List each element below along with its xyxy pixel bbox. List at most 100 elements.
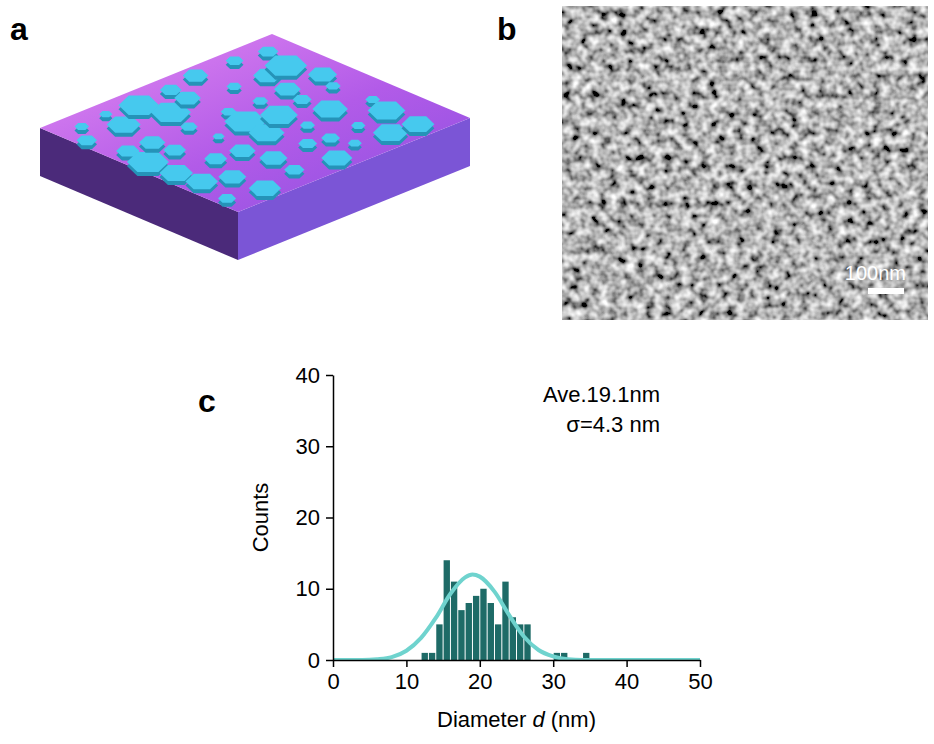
bar: [488, 603, 494, 660]
tick: 10: [296, 576, 333, 601]
island: [274, 83, 301, 96]
island: [312, 101, 347, 118]
island: [163, 145, 186, 156]
y-axis-title: Counts: [248, 483, 273, 553]
tick: 20: [296, 505, 333, 530]
sem-image: [562, 6, 928, 320]
island: [298, 139, 317, 148]
tick-mark: [553, 660, 555, 667]
island: [160, 165, 193, 181]
tick-mark: [326, 660, 333, 662]
island: [139, 136, 165, 149]
tick-label: 0: [327, 669, 339, 694]
tick-mark: [480, 660, 482, 667]
panel-label: c: [198, 383, 216, 419]
island: [212, 133, 224, 139]
island: [227, 83, 242, 90]
island: [373, 124, 408, 141]
panel-label: a: [10, 11, 28, 47]
island: [99, 111, 112, 117]
bar: [429, 653, 435, 660]
tick: 30: [541, 660, 565, 694]
tick-mark: [326, 375, 333, 377]
bar: [473, 596, 479, 660]
tick-mark: [326, 517, 333, 519]
island: [402, 116, 435, 132]
island: [174, 92, 201, 105]
tick: 0: [327, 660, 339, 694]
bar: [444, 560, 450, 660]
axis-line: [334, 660, 701, 662]
bar: [466, 603, 472, 660]
tick-mark: [326, 446, 333, 448]
island: [127, 152, 169, 172]
tick: 40: [615, 660, 639, 694]
illustration: [40, 34, 470, 260]
tick-mark: [626, 660, 628, 667]
tick-label: 20: [296, 505, 320, 530]
island: [252, 97, 268, 105]
y-axis: 0 10 20 30 40: [296, 363, 334, 673]
tick: 10: [395, 660, 419, 694]
island: [226, 56, 244, 64]
scale-bar-label: 100nm: [845, 262, 906, 284]
tick-label: 10: [296, 576, 320, 601]
scale-bar: [868, 288, 904, 294]
island: [321, 151, 352, 166]
island: [308, 68, 337, 82]
island: [259, 151, 287, 164]
x-axis: 0 10 20 30 40 50: [327, 660, 712, 694]
island: [218, 194, 236, 203]
island: [186, 174, 219, 190]
tick: 0: [308, 648, 333, 673]
island: [77, 135, 97, 145]
annotation: Ave.19.1nm: [543, 382, 660, 407]
island: [321, 133, 340, 142]
tick-label: 30: [541, 669, 565, 694]
panel-label: b: [497, 11, 517, 47]
figure: a b c 100nm 0 10 20 30 40 50 0 10 20 30 40 Diameter d (…: [0, 0, 934, 744]
island: [218, 170, 246, 183]
island: [258, 47, 279, 57]
bar: [422, 653, 428, 660]
tick: 50: [688, 660, 712, 694]
tick: 20: [468, 660, 492, 694]
bar: [495, 624, 501, 660]
substrate-top: [40, 34, 470, 212]
island: [300, 122, 315, 129]
island: [204, 153, 227, 164]
island: [293, 95, 312, 104]
bar: [458, 610, 464, 660]
tick-mark: [406, 660, 408, 667]
island: [284, 165, 304, 175]
island: [249, 181, 281, 196]
tick: 30: [296, 434, 333, 459]
bar: [480, 589, 486, 660]
tick-label: 10: [395, 669, 419, 694]
island: [74, 123, 89, 130]
tick-mark: [326, 589, 333, 591]
island: [368, 102, 406, 120]
tick-label: 50: [688, 669, 712, 694]
bar: [436, 624, 442, 660]
plot-marks: [333, 560, 700, 660]
fit-curve: [333, 575, 700, 661]
annotation: σ=4.3 nm: [566, 412, 660, 437]
tick-label: 40: [615, 669, 639, 694]
island: [348, 140, 362, 147]
tick-label: 40: [296, 363, 320, 388]
island: [325, 82, 340, 89]
island: [160, 85, 182, 95]
x-axis-title: Diameter d (nm): [437, 707, 596, 732]
tick: 40: [296, 363, 333, 388]
tick-label: 20: [468, 669, 492, 694]
tick-label: 0: [308, 648, 320, 673]
island: [351, 122, 365, 129]
tick-label: 30: [296, 434, 320, 459]
island: [183, 69, 209, 81]
island: [260, 106, 298, 124]
island: [229, 145, 255, 158]
island: [180, 123, 197, 131]
island: [265, 55, 308, 75]
tick-mark: [700, 660, 702, 667]
